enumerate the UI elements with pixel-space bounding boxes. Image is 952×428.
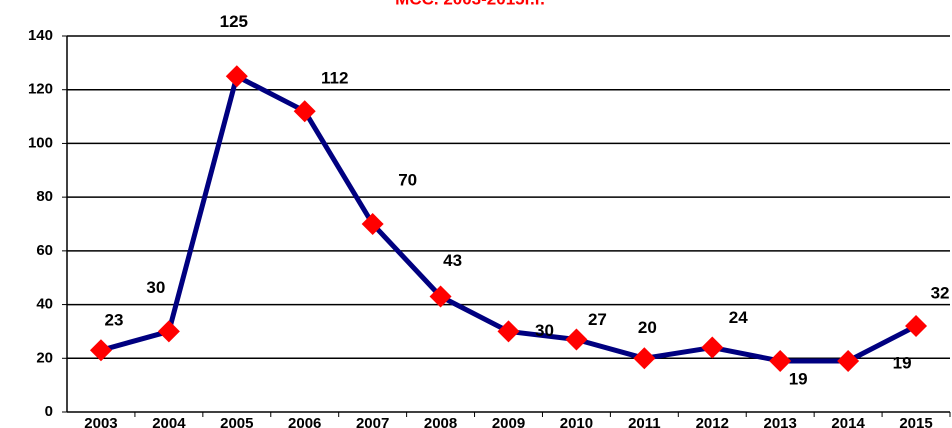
x-tick-label: 2010 (560, 415, 593, 428)
marker (769, 349, 792, 372)
x-tick-label: 2004 (152, 415, 186, 428)
data-label: 112 (321, 69, 348, 88)
data-label: 19 (893, 353, 912, 372)
data-label: 125 (220, 12, 248, 31)
data-label: 27 (588, 310, 607, 329)
data-label: 70 (398, 170, 417, 189)
marker (361, 213, 384, 235)
data-label: 30 (535, 321, 554, 340)
x-tick-label: 2009 (492, 415, 525, 428)
x-tick-label: 2006 (288, 415, 321, 428)
marker (497, 320, 520, 343)
marker (905, 315, 928, 338)
chart-title: МСС. 2003-2015г.г. (395, 0, 545, 8)
marker (225, 65, 248, 88)
y-tick-label: 60 (36, 242, 53, 259)
y-tick-label: 100 (28, 134, 53, 151)
x-tick-label: 2005 (220, 415, 253, 428)
x-tick-label: 2011 (628, 415, 661, 428)
data-label: 32 (931, 284, 950, 303)
x-tick-label: 2008 (424, 415, 457, 428)
x-tick-label: 2012 (696, 415, 729, 428)
line (100, 73, 918, 364)
marker (293, 100, 316, 123)
data-label: 43 (443, 251, 462, 270)
x-tick-label: 2014 (831, 415, 865, 428)
marker (633, 347, 656, 370)
marker (565, 328, 588, 351)
x-tick-label: 2007 (356, 415, 389, 428)
marker (429, 285, 452, 308)
y-tick-label: 80 (36, 188, 53, 205)
data-label: 20 (638, 318, 657, 337)
y-tick-label: 40 (36, 296, 53, 313)
data-label: 30 (146, 278, 165, 297)
marker (89, 339, 112, 362)
data-label: 24 (729, 308, 748, 327)
x-tick-label: 2013 (764, 415, 797, 428)
marker (701, 336, 724, 359)
data-label: 19 (789, 369, 808, 388)
data-label: 23 (105, 311, 124, 330)
y-tick-label: 0 (45, 403, 53, 420)
y-tick-label: 20 (36, 349, 53, 366)
marker (157, 320, 180, 343)
y-tick-label: 120 (28, 81, 53, 98)
marker (837, 349, 860, 372)
x-tick-label: 2015 (899, 415, 932, 428)
y-tick-label: 140 (28, 27, 53, 44)
x-tick-label: 2003 (84, 415, 117, 428)
